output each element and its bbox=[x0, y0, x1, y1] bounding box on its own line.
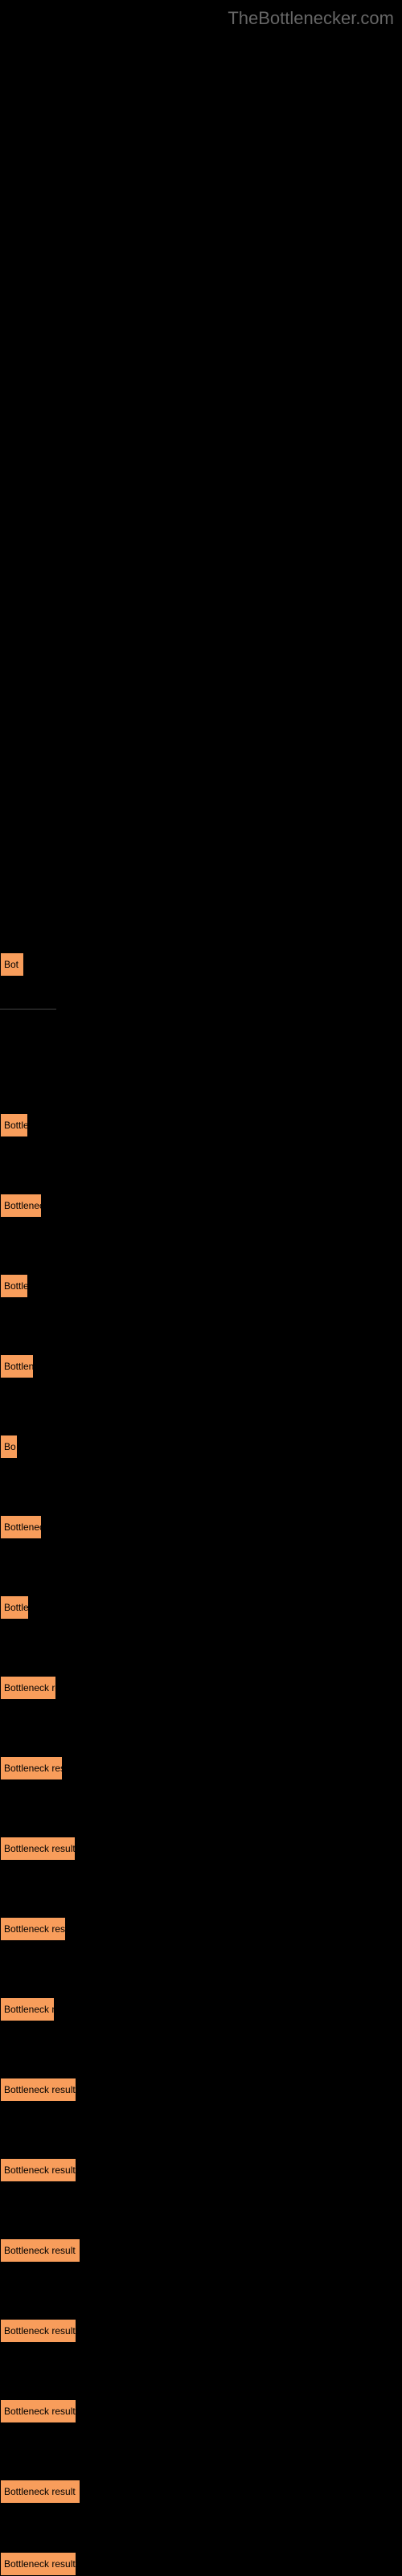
chart-bar: Bottle bbox=[0, 1113, 28, 1137]
chart-bar: Bottleneck result bbox=[0, 1837, 76, 1861]
watermark-text: TheBottlenecker.com bbox=[228, 8, 394, 29]
chart-bar: Bottle bbox=[0, 1274, 28, 1298]
chart-bar-row: Bottleneck result bbox=[0, 1837, 76, 1861]
chart-bar-row: Bottleneck result bbox=[0, 2319, 76, 2343]
chart-bar-row: Bo bbox=[0, 1435, 18, 1459]
chart-bar-row: Bottlenec bbox=[0, 1194, 42, 1218]
chart-bar: Bottleneck result bbox=[0, 2552, 76, 2576]
bottleneck-chart: Bot Bottle Bottlenec Bottle Bottlen Bo Bottlen… bbox=[0, 884, 402, 2572]
chart-bar-row: Bottleneck result bbox=[0, 2480, 80, 2504]
chart-bar: Bot bbox=[0, 952, 24, 977]
chart-bar-row: Bottle bbox=[0, 1595, 29, 1620]
chart-separator bbox=[0, 1009, 56, 1010]
chart-bar: Bottlen bbox=[0, 1354, 34, 1378]
chart-bar: Bottleneck result bbox=[0, 2319, 76, 2343]
chart-bar-row: Bottleneck result bbox=[0, 2158, 76, 2182]
chart-bar-row: Bottleneck result bbox=[0, 2078, 76, 2102]
chart-bar-row: Bottleneck res bbox=[0, 1756, 63, 1780]
chart-bar: Bottleneck result bbox=[0, 2399, 76, 2423]
chart-bar: Bottleneck r bbox=[0, 1997, 55, 2021]
chart-bar-row: Bottle bbox=[0, 1113, 28, 1137]
chart-bar-row: Bottleneck re bbox=[0, 1676, 56, 1700]
chart-bar-row: Bottle bbox=[0, 1274, 28, 1298]
chart-bar: Bottlenec bbox=[0, 1194, 42, 1218]
chart-bar: Bottle bbox=[0, 1595, 29, 1620]
chart-bar-row: Bottleneck result bbox=[0, 2399, 76, 2423]
chart-bar: Bottlenec bbox=[0, 1515, 42, 1539]
chart-bar-row: Bottleneck result bbox=[0, 2238, 80, 2263]
chart-bar: Bottleneck res bbox=[0, 1756, 63, 1780]
chart-bar: Bo bbox=[0, 1435, 18, 1459]
chart-bar: Bottleneck result bbox=[0, 2480, 80, 2504]
chart-bar: Bottleneck resu bbox=[0, 1917, 66, 1941]
chart-bar: Bottleneck result bbox=[0, 2238, 80, 2263]
chart-bar-row: Bottleneck result bbox=[0, 2552, 76, 2576]
chart-bar-row: Bottleneck r bbox=[0, 1997, 55, 2021]
chart-bar-row: Bottlen bbox=[0, 1354, 34, 1378]
chart-bar-row: Bot bbox=[0, 952, 24, 977]
chart-bar-row: Bottleneck resu bbox=[0, 1917, 66, 1941]
chart-bar: Bottleneck result bbox=[0, 2078, 76, 2102]
chart-bar-row: Bottlenec bbox=[0, 1515, 42, 1539]
chart-bar: Bottleneck re bbox=[0, 1676, 56, 1700]
chart-bar: Bottleneck result bbox=[0, 2158, 76, 2182]
